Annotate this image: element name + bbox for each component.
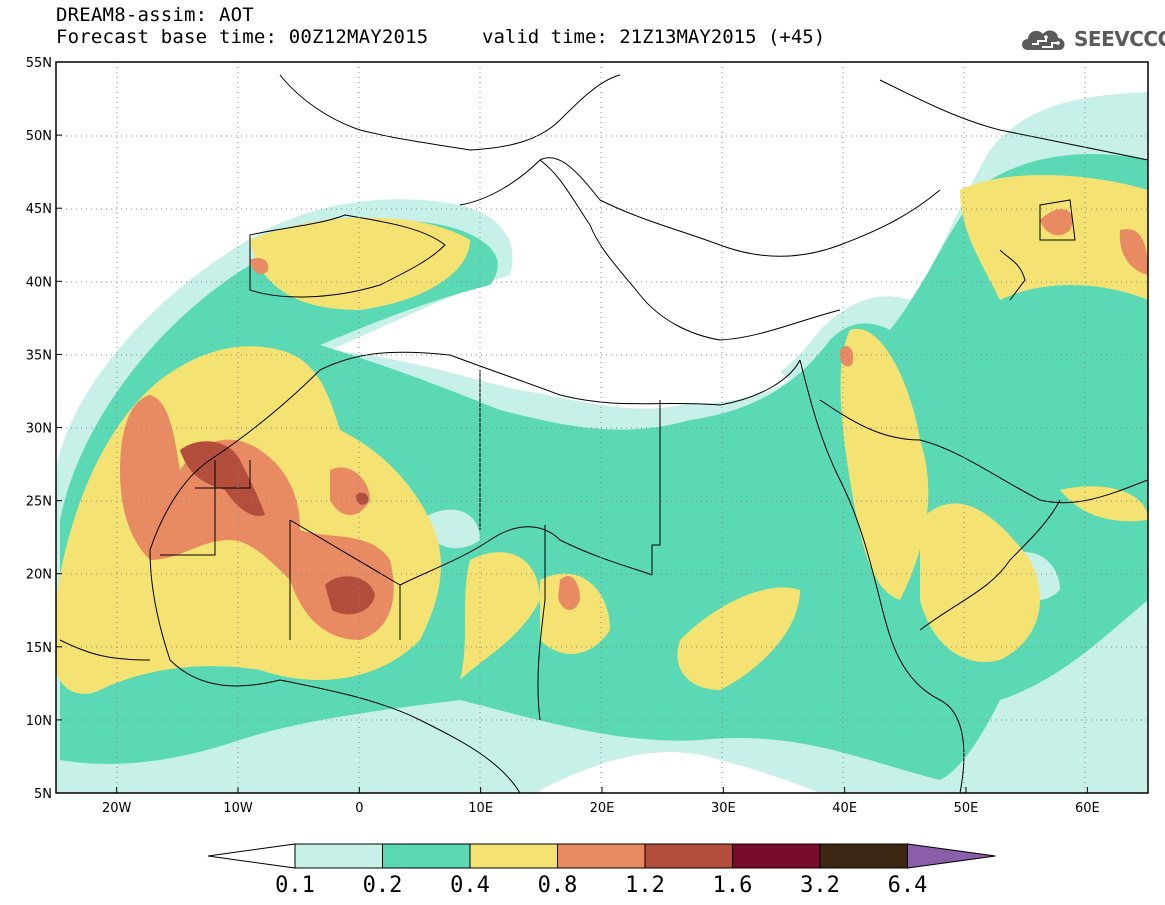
lon-tick-label: 10E [468,801,493,816]
forecast-base-time: Forecast base time: 00Z12MAY2015 [56,26,429,48]
colorbar-label: 1.2 [625,873,665,898]
lat-tick-label: 10N [26,714,52,729]
lon-tick-label: 20E [590,801,615,816]
colorbar-segment [819,843,908,869]
gridlines [56,62,1148,793]
lon-tick-label: 20W [102,801,132,816]
aot-contour-1.2 [180,441,265,516]
colorbar-segment [732,843,821,869]
colorbar-label: 0.2 [363,873,403,898]
lon-tick-label: 60E [1075,801,1100,816]
lat-tick-label: 5N [34,787,52,802]
lon-tick-label: 50E [954,801,979,816]
lat-tick-label: 35N [26,348,52,363]
logo-text: SEEVCCC [1074,27,1165,51]
colorbar-label: 0.4 [450,873,490,898]
lon-tick-label: 0 [355,801,363,816]
colorbar-segment [469,843,558,869]
lat-tick-label: 15N [26,641,52,656]
colorbar: 0.1 0.2 0.4 0.8 1.2 1.6 3.2 6.4 [207,843,996,898]
map-title: DREAM8-assim: AOT [56,4,254,26]
coastlines [59,74,1148,793]
cloud-logo-icon [1022,30,1065,50]
lon-tick-label: 40E [832,801,857,816]
lat-tick-label: 40N [26,275,52,290]
lat-tick-label: 50N [26,129,52,144]
colorbar-segment [644,843,733,869]
colorbar-label: 1.6 [713,873,753,898]
colorbar-segment [557,843,646,869]
lat-tick-label: 45N [26,202,52,217]
colorbar-arrow-low [207,843,296,869]
lat-tick-label: 30N [26,422,52,437]
lon-tick-label: 30E [711,801,736,816]
lat-tick-label: 20N [26,568,52,583]
colorbar-arrow-high [907,843,996,869]
valid-time: valid time: 21Z13MAY2015 (+45) [482,26,826,48]
colorbar-segment [294,843,383,869]
lat-tick-label: 25N [26,495,52,510]
aot-contour-0.8 [120,395,394,640]
lon-axis: 20W 10W 0 10E 20E 30E 40E 50E 60E [102,787,1100,816]
colorbar-label: 0.8 [538,873,578,898]
lat-axis: 5N 10N 15N 20N 25N 30N 35N 40N 45N 50N 55N [26,56,62,802]
lat-tick-label: 55N [26,56,52,71]
colorbar-label: 6.4 [888,873,928,898]
colorbar-label: 0.1 [275,873,315,898]
colorbar-segment [382,843,471,869]
seevccc-logo: SEEVCCC [1018,24,1165,54]
colorbar-label: 3.2 [800,873,840,898]
lon-tick-label: 10W [223,801,253,816]
